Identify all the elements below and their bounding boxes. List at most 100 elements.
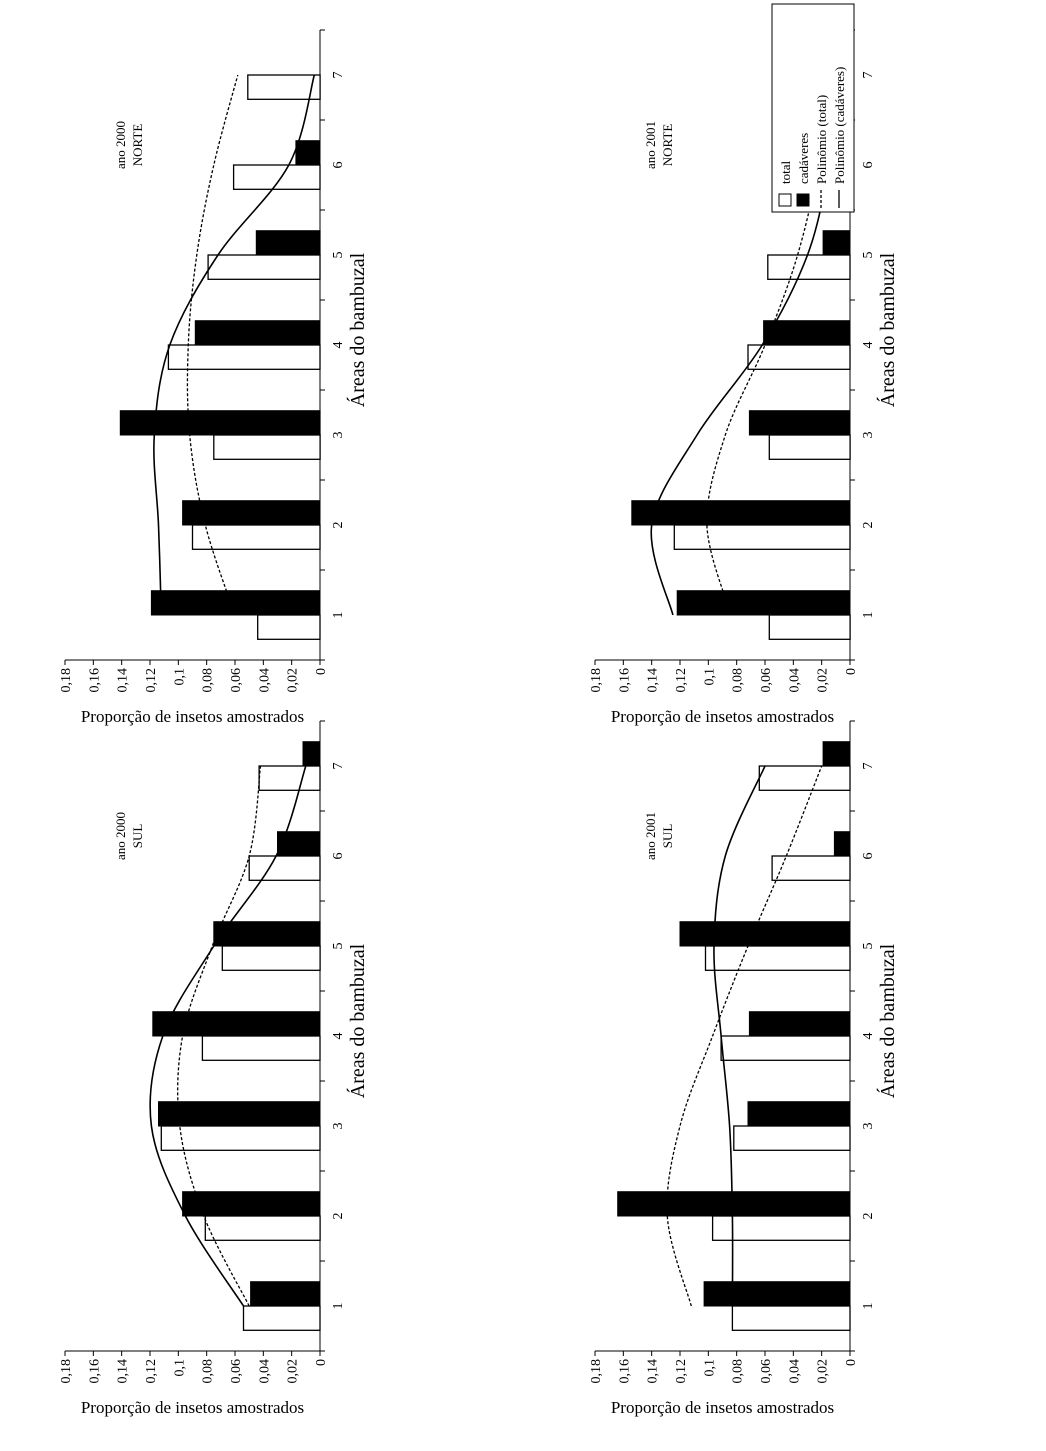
- y-tick-label: 0,16: [617, 1359, 632, 1384]
- bar-cadaveres: [822, 230, 851, 256]
- y-tick-label: 0,08: [201, 668, 216, 693]
- x-tick-label: 3: [861, 1123, 876, 1130]
- chart-panel-2: 0 0,02 0,04 0,06 0,08 0,1 0,12 0,14 0,16 0,18 1 2 3 4…: [589, 29, 899, 726]
- x-tick-label: 1: [861, 1303, 876, 1310]
- x-tick-label: 7: [861, 763, 876, 770]
- panel-title: SUL: [660, 824, 675, 849]
- x-tick-label: 1: [861, 612, 876, 619]
- bar-total: [160, 1125, 321, 1151]
- panel-title: NORTE: [660, 124, 675, 167]
- y-tick-label: 0,08: [201, 1359, 216, 1384]
- x-tick-label: 4: [861, 1033, 876, 1040]
- x-axis-title: Áreas do bambuzal: [876, 943, 899, 1098]
- bar-total: [232, 164, 321, 190]
- x-tick-label: 5: [861, 252, 876, 259]
- x-tick-label: 2: [331, 1213, 346, 1220]
- bar-total: [768, 614, 851, 640]
- legend-box: [771, 3, 855, 213]
- bar-cadaveres: [617, 1191, 851, 1217]
- trend-line-total: [186, 74, 239, 616]
- legend: total cadáveres Polinômio (total) Polinômio…: [771, 3, 855, 213]
- bar-total: [720, 1035, 851, 1061]
- y-tick-label: 0,1: [172, 668, 187, 686]
- trend-line-cadaveres: [149, 765, 307, 1307]
- panel-title: ano 2001: [643, 121, 658, 169]
- y-tick-label: 0,06: [759, 1359, 774, 1384]
- x-tick-label: 1: [331, 1303, 346, 1310]
- y-tick-label: 0,18: [59, 1359, 74, 1384]
- y-tick-label: 0,12: [144, 668, 159, 693]
- x-tick-label: 7: [331, 763, 346, 770]
- x-tick-label: 2: [861, 522, 876, 529]
- bar-total: [768, 434, 851, 460]
- x-tick-label: 6: [331, 162, 346, 169]
- x-tick-label: 4: [861, 342, 876, 349]
- bar-cadaveres: [213, 921, 321, 947]
- chart-panel-4: 0 0,02 0,04 0,06 0,08 0,1 0,12 0,14 0,16 0,18 1 2 3 4…: [589, 720, 899, 1417]
- y-tick-label: 0,1: [702, 1359, 717, 1377]
- y-tick-label: 0,04: [257, 668, 272, 693]
- bar-total: [758, 765, 851, 791]
- bar-cadaveres: [747, 1101, 851, 1127]
- bar-cadaveres: [158, 1101, 321, 1127]
- legend-label: total: [778, 161, 793, 184]
- x-axis-title: Áreas do bambuzal: [346, 943, 369, 1098]
- y-tick-label: 0,18: [589, 668, 604, 693]
- bar-cadaveres: [822, 741, 851, 767]
- y-tick-label: 0,02: [286, 1359, 301, 1384]
- bar-cadaveres: [833, 831, 851, 857]
- y-tick-label: 0,08: [731, 668, 746, 693]
- bar-total: [204, 1215, 321, 1241]
- bar-total: [771, 855, 851, 881]
- y-tick-label: 0,02: [816, 668, 831, 693]
- bar-cadaveres: [277, 831, 321, 857]
- bar-total: [258, 765, 321, 791]
- bar-cadaveres: [250, 1281, 321, 1307]
- x-axis-title: Áreas do bambuzal: [346, 252, 369, 407]
- legend-swatch-cadaveres: [796, 193, 810, 207]
- x-tick-label: 3: [331, 1123, 346, 1130]
- x-tick-label: 2: [861, 1213, 876, 1220]
- y-tick-label: 0,14: [646, 1359, 661, 1384]
- bar-total: [207, 254, 321, 280]
- x-tick-label: 6: [331, 853, 346, 860]
- y-tick-label: 0,04: [257, 1359, 272, 1384]
- y-tick-label: 0,1: [702, 668, 717, 686]
- bar-cadaveres: [763, 320, 851, 346]
- y-axis-title: Proporção de insetos amostrados: [611, 1398, 834, 1417]
- y-tick-label: 0,12: [674, 668, 689, 693]
- bar-total: [731, 1305, 851, 1331]
- legend-label: cadáveres: [796, 133, 811, 184]
- chart-panel-3: 0 0,02 0,04 0,06 0,08 0,1 0,12 0,14 0,16 0,18 1 2 3 4…: [59, 720, 369, 1417]
- x-tick-label: 6: [861, 853, 876, 860]
- bar-cadaveres: [748, 1011, 851, 1037]
- bar-total: [673, 524, 851, 550]
- y-tick-label: 0,04: [787, 1359, 802, 1384]
- y-tick-label: 0,18: [59, 668, 74, 693]
- legend-label: Polinômio (total): [814, 95, 829, 184]
- bar-total: [191, 524, 321, 550]
- legend-label: Polinômio (cadáveres): [832, 67, 847, 184]
- bar-total: [213, 434, 321, 460]
- bar-total: [704, 945, 851, 971]
- bar-total: [221, 945, 321, 971]
- y-tick-label: 0,14: [116, 668, 131, 693]
- x-tick-label: 1: [331, 612, 346, 619]
- y-axis-title: Proporção de insetos amostrados: [611, 707, 834, 726]
- panel-title: ano 2001: [643, 812, 658, 860]
- y-tick-label: 0,12: [674, 1359, 689, 1384]
- bar-cadaveres: [676, 590, 851, 616]
- bar-cadaveres: [255, 230, 321, 256]
- bar-total: [257, 614, 321, 640]
- bar-cadaveres: [295, 140, 321, 166]
- bar-cadaveres: [150, 590, 321, 616]
- bar-total: [733, 1125, 851, 1151]
- bar-cadaveres: [182, 500, 321, 526]
- trend-line-cadaveres: [153, 74, 316, 616]
- x-tick-label: 5: [331, 943, 346, 950]
- y-tick-label: 0,16: [87, 1359, 102, 1384]
- y-tick-label: 0,14: [646, 668, 661, 693]
- bar-total: [248, 855, 321, 881]
- bar-total: [767, 254, 851, 280]
